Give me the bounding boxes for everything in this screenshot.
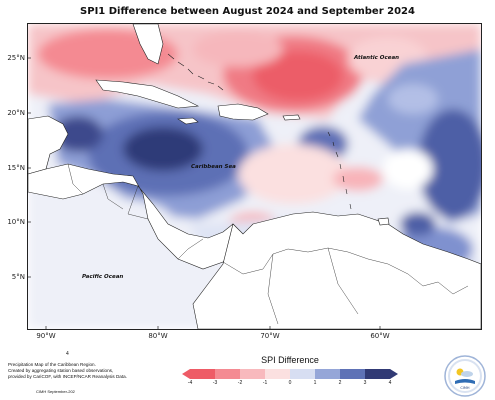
spi-difference-map: Atlantic Ocean Caribbean Sea Pacific Oce… xyxy=(27,23,482,330)
map-title: SPI1 Difference between August 2024 and … xyxy=(80,6,415,17)
atlantic-ocean-label: Atlantic Ocean xyxy=(354,55,400,61)
credit-line: provided by CariCOF, with INCEP/NCAR Rea… xyxy=(8,374,127,379)
colorbar-tick-label: 1 xyxy=(313,380,317,386)
land-masses xyxy=(28,24,481,329)
colorbar-segment xyxy=(190,369,216,379)
colorbar-arrow-high xyxy=(390,369,398,379)
colorbar-tick-label: -2 xyxy=(237,380,243,386)
colorbar xyxy=(182,369,398,379)
colorbar-tick-label: 0 xyxy=(288,380,292,386)
credit-line: Precipitation Map of the Caribbean Regio… xyxy=(8,362,96,367)
lat-label-15n: 15°N xyxy=(7,164,25,172)
lat-label-5n: 5°N xyxy=(11,273,25,281)
lon-label-90w: 90°W xyxy=(36,332,56,340)
colorbar-title: SPI Difference xyxy=(261,355,319,365)
lat-label-20n: 20°N xyxy=(7,109,25,117)
colorbar-arrow-low xyxy=(182,369,190,379)
lon-label-80w: 80°W xyxy=(148,332,168,340)
colorbar-tick-label: 3 xyxy=(363,380,367,386)
colorbar-tick-label: 4 xyxy=(388,380,392,386)
graticule-ticks xyxy=(28,57,381,329)
colorbar-tick-label: -3 xyxy=(212,380,218,386)
lat-label-10n: 10°N xyxy=(7,218,25,226)
colorbar-tick-label: -1 xyxy=(262,380,268,386)
colorbar-tick-label: -4 xyxy=(187,380,193,386)
pacific-ocean-label: Pacific Ocean xyxy=(82,274,124,280)
credit-text: Precipitation Map of the Caribbean Regio… xyxy=(8,362,158,380)
cimh-logo: CIMH xyxy=(444,355,486,397)
colorbar-ticks: -4 -3 -2 -1 0 1 2 3 4 xyxy=(187,380,392,388)
colorbar-tick-label: 2 xyxy=(338,380,342,386)
country-borders xyxy=(67,163,469,325)
cimh-date-note: CIMH September-202 xyxy=(36,389,75,394)
colorbar-segment xyxy=(340,369,366,379)
caribbean-sea-label: Caribbean Sea xyxy=(191,164,236,170)
credit-line: Created by aggregating station based obs… xyxy=(8,368,114,373)
small-islands xyxy=(167,53,352,210)
colorbar-segment xyxy=(240,369,266,379)
colorbar-segment xyxy=(265,369,291,379)
colorbar-segment xyxy=(215,369,241,379)
lon-label-70w: 70°W xyxy=(260,332,280,340)
colorbar-segment xyxy=(290,369,316,379)
dot-mark: 4 xyxy=(66,351,69,357)
lat-label-25n: 25°N xyxy=(7,54,25,62)
colorbar-segment xyxy=(365,369,391,379)
lon-label-60w: 60°W xyxy=(370,332,390,340)
colorbar-segment xyxy=(315,369,341,379)
logo-text: CIMH xyxy=(460,386,469,390)
